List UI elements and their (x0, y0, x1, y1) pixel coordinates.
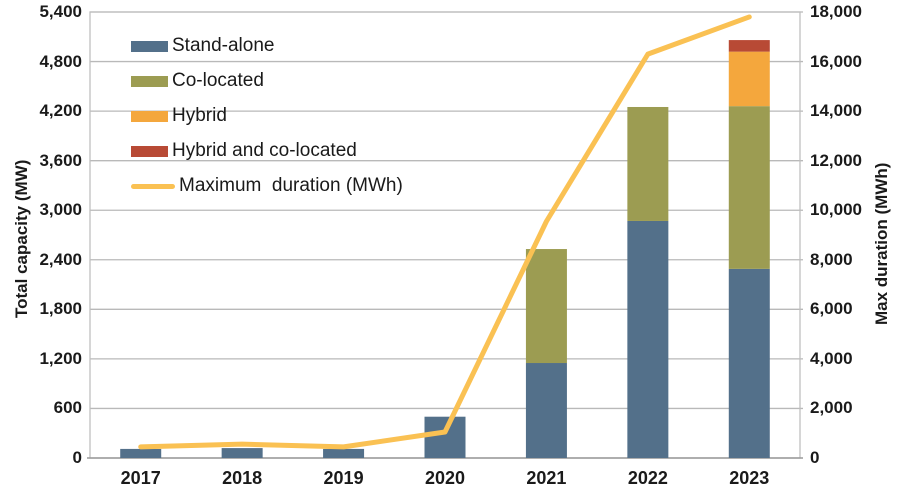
legend-label: Stand-alone (172, 35, 275, 56)
legend-item-stand-alone: Stand-alone (131, 35, 403, 57)
x-tick-label: 2022 (627, 468, 668, 488)
right-tick-label: 6,000 (810, 299, 853, 319)
bar-segment-stand-alone (323, 448, 365, 458)
bar-segment-co-located (525, 249, 567, 364)
bar-segment-stand-alone (221, 448, 263, 458)
left-tick-label: 3,000 (39, 200, 82, 220)
legend-label: Maximum duration (MWh) (179, 175, 403, 196)
right-tick-label: 2,000 (810, 398, 853, 418)
legend-item-max-duration: Maximum duration (MWh) (131, 175, 403, 197)
legend-label: Co-located (172, 70, 264, 91)
legend-item-co-located: Co-located (131, 70, 403, 92)
legend-label: Hybrid and co-located (172, 140, 357, 161)
bar-segment-stand-alone (525, 363, 567, 458)
right-tick-label: 8,000 (810, 249, 853, 269)
bar-segment-stand-alone (424, 416, 466, 458)
right-tick-label: 16,000 (810, 51, 862, 71)
legend-label: Hybrid (172, 105, 227, 126)
legend-item-hybrid: Hybrid (131, 105, 403, 127)
right-tick-label: 0 (810, 448, 820, 467)
left-tick-label: 4,200 (39, 101, 82, 121)
max-duration-line (138, 14, 752, 450)
legend: Stand-alone Co-located Hybrid Hybrid and… (131, 35, 403, 210)
x-tick-label: 2019 (323, 468, 364, 488)
left-tick-label: 5,400 (39, 2, 82, 21)
bar-segment-co-located (728, 106, 770, 269)
left-tick-label: 600 (53, 398, 82, 418)
right-tick-label: 4,000 (810, 348, 853, 368)
left-tick-label: 2,400 (39, 249, 82, 269)
duration-line-swatch-icon (131, 183, 175, 189)
left-tick-label: 4,800 (39, 51, 82, 71)
hybrid-swatch-icon (131, 110, 168, 122)
bar-segment-hybrid-and-co-located (728, 40, 770, 52)
x-tick-label: 2020 (424, 468, 466, 488)
bar-segment-hybrid (728, 51, 770, 107)
left-axis-title: Total capacity (MW) (12, 159, 31, 318)
x-tick-label: 2018 (222, 468, 263, 488)
hybrid-co-located-swatch-icon (131, 145, 168, 157)
left-tick-label: 1,200 (39, 348, 82, 368)
left-tick-label: 3,600 (39, 150, 82, 170)
left-tick-label: 0 (72, 448, 82, 467)
bar-segment-co-located (627, 106, 669, 221)
left-tick-label: 1,800 (39, 299, 82, 319)
right-tick-label: 10,000 (810, 200, 862, 220)
right-tick-label: 12,000 (810, 150, 862, 170)
x-tick-label: 2021 (526, 468, 567, 488)
stand-alone-swatch-icon (131, 40, 168, 52)
x-tick-label: 2017 (120, 468, 161, 488)
bar-segment-stand-alone (120, 448, 162, 458)
bar-segment-stand-alone (627, 220, 669, 458)
x-tick-label: 2023 (729, 468, 770, 488)
right-tick-label: 18,000 (810, 2, 862, 21)
bar-segment-stand-alone (728, 268, 770, 458)
legend-item-hybrid-co-located: Hybrid and co-located (131, 140, 403, 162)
right-tick-label: 14,000 (810, 101, 862, 121)
co-located-swatch-icon (131, 75, 168, 87)
